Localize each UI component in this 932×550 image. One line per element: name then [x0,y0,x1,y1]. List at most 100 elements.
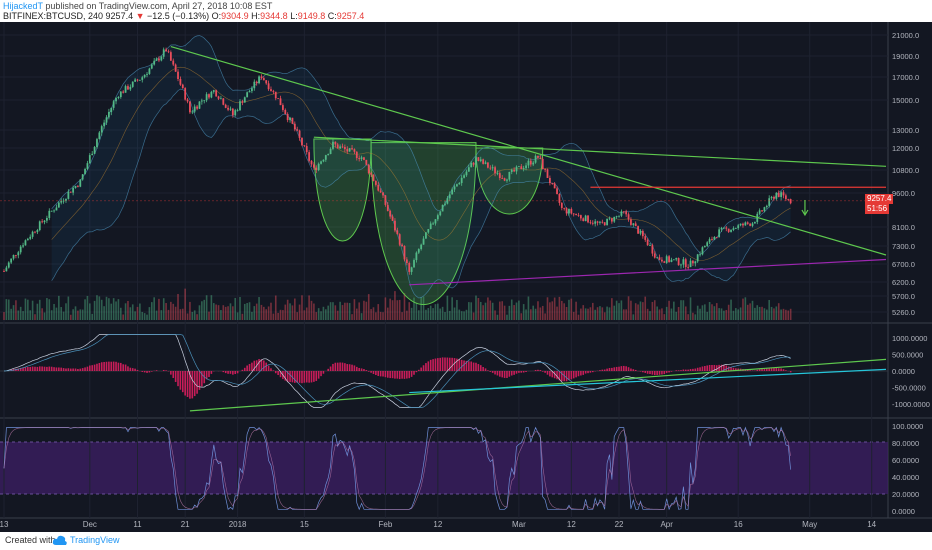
macd-histogram-bar [437,358,439,371]
volume-bar [10,308,12,320]
macd-histogram-bar [224,371,227,374]
volume-bar [403,293,406,320]
macd-histogram-bar [36,366,39,371]
macd-histogram-bar [236,371,239,374]
symbol-label[interactable]: BITFINEX:BTCUSD, 240 [3,11,104,21]
candle-body [622,211,625,213]
volume-bar [315,312,318,320]
candle-body [534,155,537,163]
macd-histogram-bar [332,363,334,371]
macd-histogram-bar [711,365,713,371]
macd-histogram-bar [453,358,456,371]
macd-histogram-bar [89,365,91,371]
volume-bar [181,308,184,320]
volume-bar [749,303,751,320]
candle-body [41,221,44,223]
volume-bar [718,308,720,320]
macd-rising-trendline [189,358,887,412]
created-with-label: Created with [5,535,56,545]
candle-body [384,195,387,205]
macd-histogram-bar [549,371,551,377]
candle-layer [3,47,792,275]
candle-body [487,162,489,168]
volume-bar [506,314,508,320]
tradingview-link[interactable]: TradingView [70,535,120,545]
candle-body [460,177,463,184]
volume-bar [7,299,10,320]
candle-body [689,260,692,268]
candle-body [253,81,256,89]
candle-body [646,239,649,246]
macd-histogram-bar [501,371,504,378]
volume-bar [472,312,475,320]
macd-histogram-bar [129,367,132,371]
volume-bar [58,295,60,320]
candle-body [258,76,260,84]
candle-body [596,221,599,223]
volume-bar [622,309,625,320]
author-link[interactable]: HijackedT [3,1,43,11]
volume-bar [789,308,792,320]
macd-histogram-bar [172,371,175,378]
candle-body [606,218,608,226]
volume-bar [248,302,251,320]
macd-histogram-bar [630,368,632,371]
macd-histogram-bar [518,371,520,373]
last-price-tag: 9257.4 [865,194,894,204]
macd-histogram-bar [184,371,186,396]
macd-histogram-bar [143,371,146,373]
candle-body [12,255,15,259]
macd-histogram-bar [761,368,763,371]
macd-histogram-bar [756,369,759,371]
candle-body [143,74,146,78]
open-value: 9304.9 [221,11,249,21]
candle-body [548,177,551,184]
candle-body [396,230,399,235]
volume-bar [198,305,201,320]
volume-bar [384,297,387,320]
volume-bar [642,302,644,320]
volume-bar [487,297,489,320]
volume-bar [720,308,723,320]
macd-histogram-bar [642,371,644,373]
macd-histogram-bar [708,364,711,371]
tradingview-cloud-icon [52,535,67,545]
candle-body [632,223,635,225]
volume-bar [34,314,36,320]
candle-body [556,188,558,195]
candle-body [510,169,513,172]
candle-body [484,162,487,164]
volume-bar [258,297,260,320]
macd-histogram-bar [582,371,585,375]
candle-body [451,189,454,195]
volume-bar [465,309,468,320]
macd-histogram-bar [568,371,570,381]
candle-body [703,246,706,248]
macd-histogram-bar [124,364,127,371]
volume-bar [561,300,563,320]
macd-histogram-bar [401,371,403,379]
bollinger-fill [51,35,791,298]
candle-body [651,245,654,254]
volume-bar [329,302,332,320]
macd-histogram-bar [274,371,277,374]
candle-body [179,78,182,85]
candle-body [456,184,458,187]
countdown-tag: 51:56 [865,204,890,214]
drawing-layer[interactable] [0,45,888,412]
volume-bar [177,293,179,320]
macd-lower-trendline [409,368,887,394]
macd-histogram-bar [210,371,213,374]
candle-body [289,117,291,121]
volume-bar [117,299,120,320]
volume-bar [696,305,699,320]
macd-histogram-bar [91,365,93,371]
candle-body [267,83,270,90]
macd-histogram-bar [589,371,592,373]
volume-bar [422,296,425,320]
candle-body [48,210,51,218]
candle-body [522,168,525,170]
candle-body [439,211,442,216]
volume-bar [379,311,382,320]
